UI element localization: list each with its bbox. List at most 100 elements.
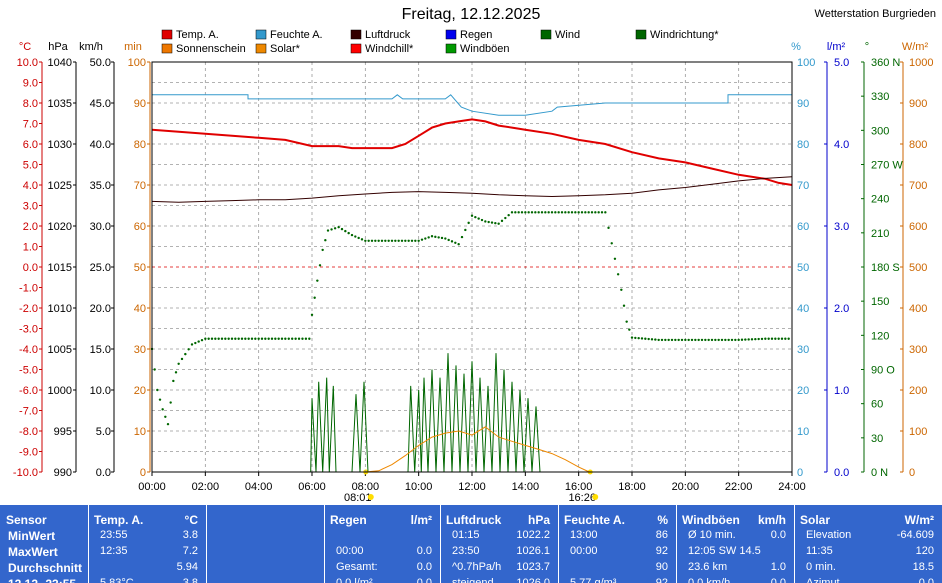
y-tick-label: 1025 xyxy=(48,180,72,192)
series-point-windrichtung xyxy=(694,338,697,342)
series-point-windrichtung xyxy=(622,304,626,307)
series-point-windrichtung xyxy=(717,338,720,342)
y-tick-label: 400 xyxy=(909,303,927,315)
legend: Temp. A. Feuchte A. Luftdruck Regen Wind Wind… xyxy=(161,29,719,55)
series-point-windrichtung xyxy=(560,211,564,214)
series-point-windrichtung xyxy=(747,338,750,341)
y-tick-label: 4.0 xyxy=(834,139,849,151)
series-point-windrichtung xyxy=(604,211,607,214)
row-value: 1022.2 xyxy=(516,529,550,541)
column-unit: W/m² xyxy=(904,513,934,527)
series-point-windrichtung xyxy=(554,211,557,214)
column-separator xyxy=(676,505,677,583)
series-point-windrichtung xyxy=(166,422,170,426)
row-value: 0.0 xyxy=(416,577,432,583)
row-value: 0.0 xyxy=(416,545,432,557)
series-point-windrichtung xyxy=(587,211,590,214)
y-tick-label: 100 xyxy=(128,57,146,69)
axis-unit: km/h xyxy=(79,41,103,53)
y-tick-label: 800 xyxy=(909,139,927,151)
y-tick-label: 40 xyxy=(134,303,146,315)
row-value: 92 xyxy=(655,577,668,583)
y-tick-label: 60 xyxy=(134,221,146,233)
summary-table: Sensor MinWert MaxWert Durchschnitt 12.12.-2… xyxy=(0,505,942,583)
row-value: 0.0 xyxy=(918,577,934,583)
series-point-windrichtung xyxy=(184,352,187,356)
y-tick-label: 600 xyxy=(909,221,927,233)
series-point-windrichtung xyxy=(430,235,434,238)
row-value: 1.0 xyxy=(770,561,786,573)
chart-title: Freitag, 12.12.2025 xyxy=(401,6,541,23)
series-point-windrichtung xyxy=(644,337,647,340)
y-tick-label: 0 xyxy=(797,467,803,479)
series-point-windrichtung xyxy=(767,337,770,340)
series-point-windrichtung xyxy=(580,211,584,214)
y-tick-label: 1005 xyxy=(48,344,72,356)
series-point-windrichtung xyxy=(534,211,537,214)
y-tick-label: 80 xyxy=(797,139,809,151)
y-tick-label: 1000 xyxy=(48,385,72,397)
y-tick-label: 3.0 xyxy=(834,221,849,233)
series-point-windrichtung xyxy=(350,233,354,237)
column-unit: °C xyxy=(184,513,198,527)
series-point-windrichtung xyxy=(204,337,207,340)
y-tick-label: 4.0 xyxy=(23,180,38,192)
y-tick-label: 60 xyxy=(871,399,883,411)
series-point-windrichtung xyxy=(740,338,744,341)
series-point-windrichtung xyxy=(257,337,260,340)
series-point-windrichtung xyxy=(616,273,620,276)
row-value: 18.5 xyxy=(912,561,934,573)
series-point-windrichtung xyxy=(384,239,387,243)
series-point-windrichtung xyxy=(454,241,457,244)
series-point-windrichtung xyxy=(597,211,600,214)
row-value: 3.8 xyxy=(182,529,198,541)
y-tick-label: 5.0 xyxy=(834,57,849,69)
series-line-luftdruck xyxy=(151,176,793,203)
column-unit: hPa xyxy=(527,513,550,527)
series-point-windrichtung xyxy=(514,211,517,214)
series-point-windrichtung xyxy=(730,338,734,342)
series-line-solar xyxy=(365,426,590,473)
x-tick-label: 14:00 xyxy=(512,481,540,493)
row-time: 12:05 SW 14.5 xyxy=(688,545,761,557)
series-point-windrichtung xyxy=(344,229,347,233)
series-point-windrichtung xyxy=(287,337,290,340)
series-point-windrichtung xyxy=(687,338,690,342)
series-point-windrichtung xyxy=(657,338,660,342)
series-point-windrichtung xyxy=(214,337,217,340)
y-tick-label: 200 xyxy=(909,385,927,397)
y-tick-label: 0.0 xyxy=(834,467,849,479)
series-point-windrichtung xyxy=(340,227,344,231)
series-point-windrichtung xyxy=(210,337,214,340)
summary-column-pressure: Luftdruck hPa 01:15 1022.2 23:50 1026.1 ^0.7hP… xyxy=(440,505,558,583)
series-point-windrichtung xyxy=(180,357,184,361)
x-tick-label: 20:00 xyxy=(672,481,700,493)
summary-column-humidity: Feuchte A.% 13:00 86 00:00 92 90 5.77 g/m³ 92 xyxy=(558,505,676,583)
series-point-windrichtung xyxy=(630,336,634,339)
row-time: 23:55 xyxy=(100,529,128,541)
series-point-windrichtung xyxy=(504,216,507,220)
column-header: Solar xyxy=(800,513,831,527)
x-tick-label: 08:00 xyxy=(352,481,380,493)
x-tick-label: 24:00 xyxy=(778,481,806,493)
row-value: 3.8 xyxy=(182,577,198,583)
row-value: 0.0 xyxy=(770,577,786,583)
y-tick-label: 3.0 xyxy=(23,201,38,213)
series-point-windrichtung xyxy=(277,337,280,340)
series-point-windrichtung xyxy=(600,211,604,214)
series-point-windrichtung xyxy=(684,338,687,342)
series-point-windrichtung xyxy=(316,279,319,282)
y-tick-label: 1015 xyxy=(48,262,72,274)
y-tick-label: 360 N xyxy=(871,57,900,69)
legend-swatch xyxy=(255,43,267,54)
y-tick-label: 0 N xyxy=(871,467,888,479)
series-point-windrichtung xyxy=(318,264,322,267)
series-point-windrichtung xyxy=(557,211,560,214)
series-point-windrichtung xyxy=(224,337,227,340)
y-tick-label: 240 xyxy=(871,194,889,206)
series-point-windrichtung xyxy=(390,239,394,243)
y-tick-label: -6.0 xyxy=(19,385,38,397)
y-tick-label: 10.0 xyxy=(90,385,111,397)
series-point-windrichtung xyxy=(230,337,234,340)
